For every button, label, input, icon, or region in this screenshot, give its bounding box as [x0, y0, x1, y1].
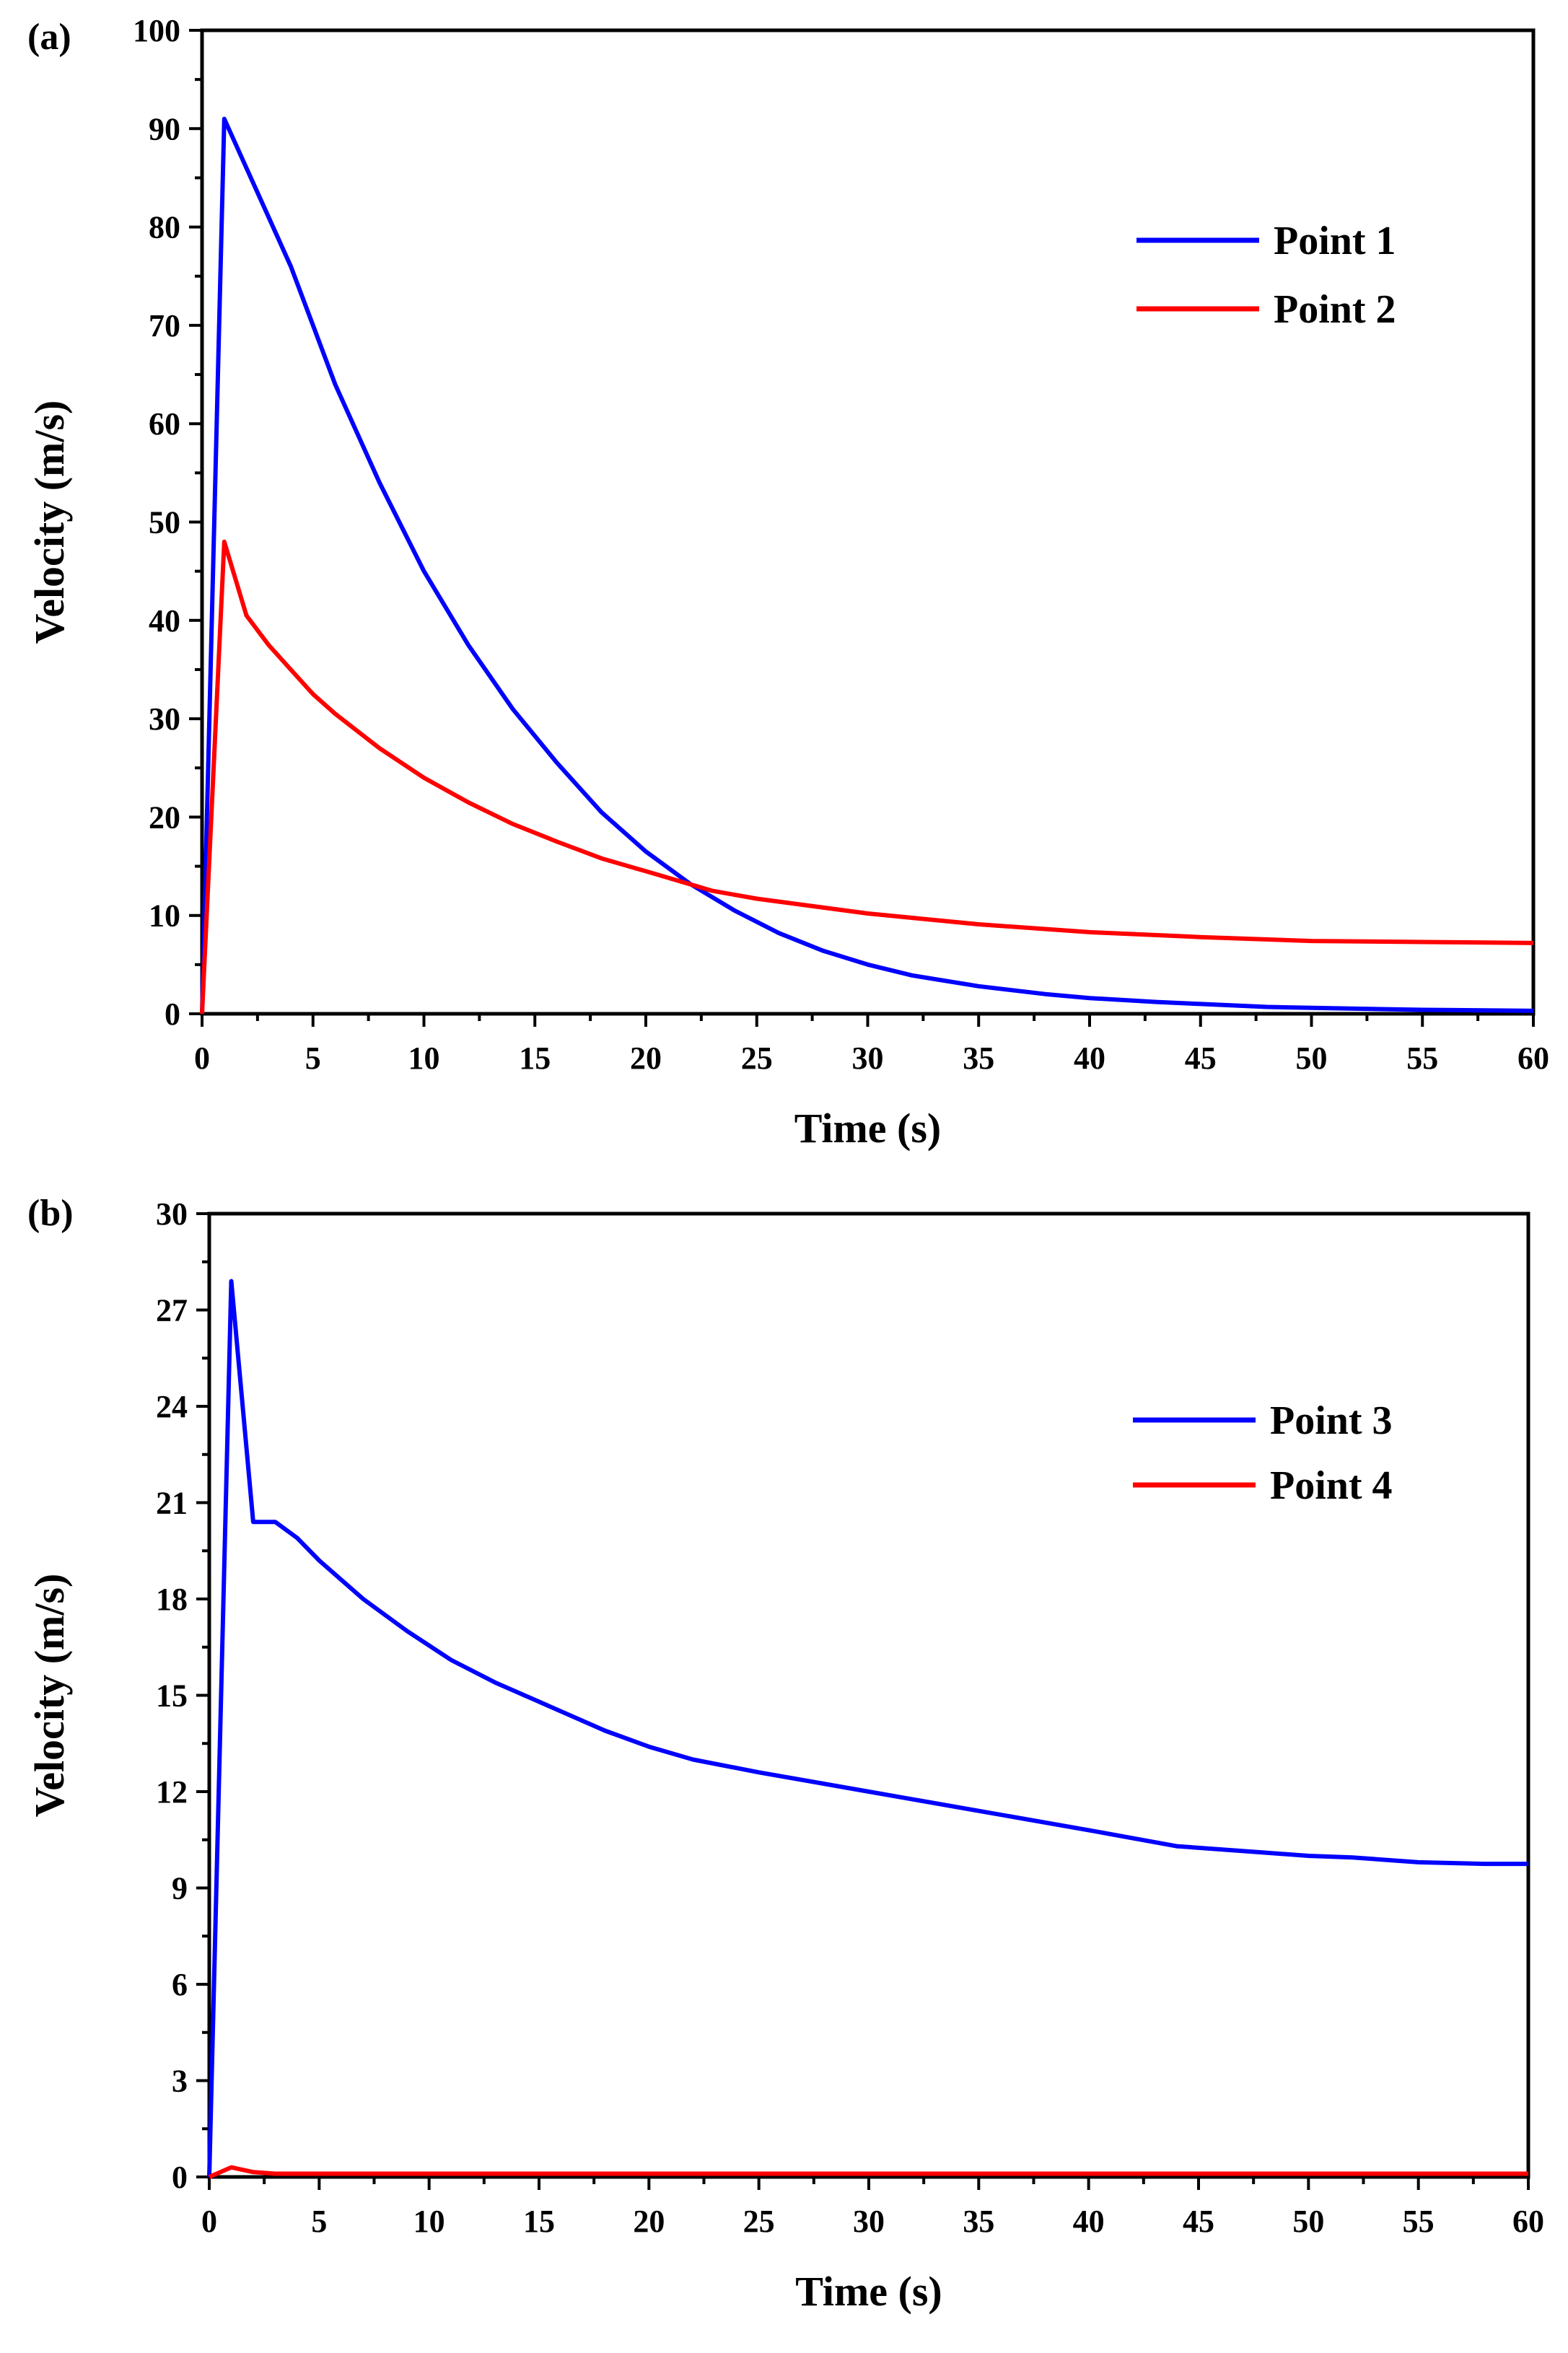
- y-tick-label: 21: [156, 1486, 188, 1521]
- y-tick-label: 18: [156, 1582, 188, 1617]
- y-tick-label: 60: [149, 406, 180, 442]
- y-tick-label: 90: [149, 111, 180, 146]
- y-tick-label: 40: [149, 603, 180, 639]
- legend-label: Point 4: [1270, 1463, 1393, 1508]
- legend-label: Point 3: [1270, 1398, 1393, 1443]
- y-tick-label: 50: [149, 505, 180, 540]
- y-tick-label: 24: [156, 1389, 188, 1424]
- x-tick-label: 60: [1512, 2204, 1544, 2239]
- y-tick-label: 20: [149, 799, 180, 835]
- y-tick-label: 6: [172, 1967, 188, 2002]
- x-axis-label: Time (s): [795, 2268, 942, 2315]
- x-tick-label: 35: [963, 2204, 994, 2239]
- x-tick-label: 40: [1073, 2204, 1105, 2239]
- y-tick-label: 30: [149, 701, 180, 737]
- legend-label: Point 2: [1274, 287, 1396, 332]
- x-tick-label: 55: [1406, 1040, 1438, 1076]
- x-tick-label: 30: [853, 2204, 885, 2239]
- x-axis-label: Time (s): [794, 1105, 942, 1152]
- series-line-point-4: [208, 2165, 1528, 2179]
- y-tick-label: 15: [156, 1678, 188, 1714]
- x-tick-label: 0: [194, 1040, 210, 1076]
- x-tick-label: 20: [633, 2204, 665, 2239]
- chart-b-svg: 0 5 10 15 20 25 30 35 40 45 50 55 60 0 3 6 9 12 15 18 21 24 27…: [26, 1196, 1544, 2315]
- plot-frame: [200, 28, 1536, 1016]
- y-tick-label: 0: [172, 2160, 188, 2195]
- y-axis-label: Velocity (m/s): [26, 400, 73, 644]
- x-tick-label: 25: [741, 1040, 773, 1076]
- y-tick-label: 30: [156, 1196, 188, 1232]
- y-tick-label: 12: [156, 1774, 188, 1810]
- x-tick-label: 15: [523, 2204, 555, 2239]
- y-tick-label: 100: [133, 13, 180, 48]
- chart-panel-a: (a) 0 5 10 15 20 25 30 35 40 45 50 55 60 0 10 20 30 40 50 6…: [0, 0, 1568, 1176]
- series-line-point-2: [200, 539, 1534, 1015]
- y-axis-label: Velocity (m/s): [26, 1574, 73, 1818]
- x-tick-label: 40: [1074, 1040, 1105, 1076]
- x-tick-label: 55: [1403, 2204, 1435, 2239]
- x-tick-label: 5: [311, 2204, 327, 2239]
- plot-frame: [207, 1211, 1530, 2179]
- x-tick-label: 0: [201, 2204, 217, 2239]
- series-line-point-3: [207, 1279, 1528, 2178]
- x-tick-label: 15: [519, 1040, 551, 1076]
- x-tick-label: 5: [305, 1040, 321, 1076]
- y-tick-label: 80: [149, 210, 180, 245]
- x-tick-label: 45: [1185, 1040, 1217, 1076]
- legend-label: Point 1: [1274, 219, 1396, 263]
- chart-a-svg: 0 5 10 15 20 25 30 35 40 45 50 55 60 0 10 20 30 40 50 60 70 8…: [26, 13, 1549, 1152]
- x-tick-label: 10: [413, 2204, 445, 2239]
- x-tick-label: 50: [1292, 2204, 1324, 2239]
- y-tick-label: 0: [165, 996, 180, 1032]
- x-tick-label: 60: [1517, 1040, 1549, 1076]
- y-tick-label: 27: [156, 1293, 188, 1328]
- x-tick-label: 25: [743, 2204, 775, 2239]
- panel-label-b: (b): [27, 1193, 74, 1234]
- x-tick-label: 30: [852, 1040, 884, 1076]
- y-tick-label: 9: [172, 1871, 188, 1906]
- y-tick-label: 3: [172, 2064, 188, 2099]
- y-tick-label: 10: [149, 898, 180, 934]
- y-tick-label: 70: [149, 308, 180, 343]
- x-tick-label: 35: [963, 1040, 994, 1076]
- chart-panel-b: (b) 0 5 10 15 20 25 30 35 40 45 50 55 60 0 3 6 9 12 15 18 21…: [0, 1176, 1568, 2353]
- x-tick-label: 10: [408, 1040, 440, 1076]
- x-tick-label: 50: [1296, 1040, 1328, 1076]
- x-tick-label: 20: [630, 1040, 662, 1076]
- x-tick-label: 45: [1183, 2204, 1214, 2239]
- panel-label-a: (a): [27, 17, 71, 58]
